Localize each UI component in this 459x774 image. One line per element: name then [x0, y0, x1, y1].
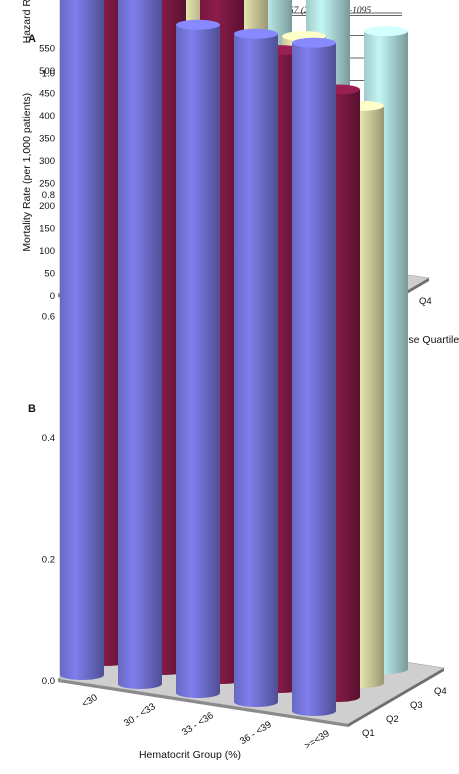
chart-floor-side — [348, 668, 444, 727]
bar-body — [234, 33, 278, 707]
depth-label-q2: Q2 — [386, 714, 399, 725]
y-axis-label: Hazard Ratio — [21, 0, 33, 43]
chart-panel-b: B0.00.20.40.60.81.01.21.41.61.82.02.2<30… — [21, 0, 447, 761]
y-tick-label: 50 — [44, 269, 55, 280]
depth-label-q4: Q4 — [434, 686, 447, 697]
y-tick-label: 0.6 — [42, 312, 55, 323]
panel-letter: B — [28, 403, 36, 415]
depth-label-q3: Q3 — [410, 700, 423, 711]
y-tick-label: 0.2 — [42, 555, 55, 566]
bar-q1-36-39 — [234, 28, 278, 707]
bar-body — [176, 24, 220, 698]
y-tick-label: 450 — [39, 89, 55, 100]
x-tick-label: >=<39 — [303, 728, 332, 752]
bar-body — [292, 42, 336, 716]
y-tick-label: 100 — [39, 246, 55, 257]
depth-axis-label: Dose Quartile — [395, 334, 459, 346]
y-tick-label: 500 — [39, 66, 55, 77]
y-tick-label: 400 — [39, 111, 55, 122]
bar-q1-30 — [60, 0, 104, 680]
y-tick-label: 0 — [50, 291, 55, 302]
x-tick-label: 36 - <39 — [238, 719, 274, 747]
chart-floor-edge — [58, 679, 348, 727]
bar-top — [234, 28, 278, 39]
depth-label-q4: Q4 — [419, 296, 432, 307]
bar-top — [176, 19, 220, 30]
panel-letter: A — [28, 33, 36, 45]
y-tick-label: 0.8 — [42, 190, 55, 201]
bar-top — [364, 26, 408, 37]
y-tick-label: 300 — [39, 156, 55, 167]
bar-q1-30-33 — [118, 0, 162, 689]
y-tick-label: 0.4 — [42, 433, 55, 444]
x-tick-label: 33 - <36 — [180, 710, 216, 738]
bar-top — [292, 37, 336, 48]
bar-q1-39 — [292, 37, 336, 716]
x-axis-label: Hematocrit Group (%) — [139, 749, 241, 761]
y-tick-label: 250 — [39, 179, 55, 190]
bar-body — [60, 0, 104, 680]
y-tick-label: 350 — [39, 134, 55, 145]
x-tick-label: <30 — [80, 692, 100, 710]
y-tick-label: 1.0 — [42, 69, 55, 80]
depth-label-q1: Q1 — [362, 728, 375, 739]
bar-body — [118, 0, 162, 689]
bar-q1-33-36 — [176, 19, 220, 698]
x-tick-label: 30 - <33 — [122, 701, 158, 729]
y-tick-label: 550 — [39, 44, 55, 55]
y-tick-label: 150 — [39, 224, 55, 235]
y-tick-label: 200 — [39, 201, 55, 212]
y-axis-label: Mortality Rate (per 1,000 patients) — [21, 93, 33, 252]
y-tick-label: 0.0 — [42, 676, 55, 687]
